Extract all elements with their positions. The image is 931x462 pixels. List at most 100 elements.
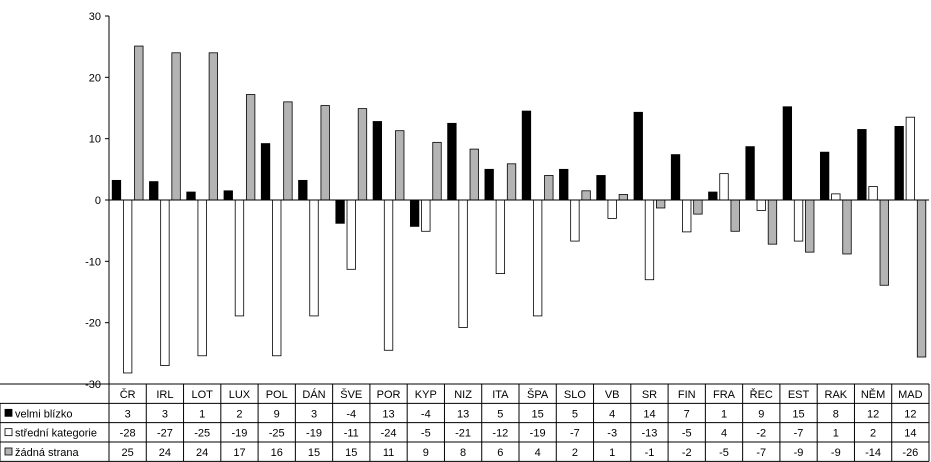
data-label: -4 [421, 408, 431, 420]
data-label: -12 [492, 428, 508, 440]
bar-stredni-kategorie-2 [197, 199, 207, 357]
category-label: ČR [120, 388, 136, 401]
data-label: 13 [382, 408, 394, 420]
data-label: -19 [232, 428, 248, 440]
y-tick-label: -30 [85, 379, 101, 391]
bar-zadna-strana-10 [506, 163, 517, 201]
y-tick-label: 0 [95, 195, 101, 207]
data-label: 15 [792, 408, 804, 420]
data-label: 3 [125, 408, 131, 420]
bar-stredni-kategorie-13 [607, 199, 617, 219]
data-label: -19 [530, 428, 546, 440]
data-label: 24 [196, 447, 208, 459]
bar-velmi-blizko-4 [260, 143, 271, 201]
data-label: -3 [607, 428, 617, 440]
data-label: -21 [455, 428, 471, 440]
bar-stredni-kategorie-19 [831, 193, 841, 201]
bar-zadna-strana-0 [134, 45, 144, 201]
bar-zadna-strana-3 [245, 94, 256, 201]
data-label: 3 [311, 408, 317, 420]
data-label: 7 [684, 408, 690, 420]
category-label: ŘEC [750, 388, 773, 401]
category-label: DÁN [302, 388, 325, 401]
category-label: IRL [156, 389, 173, 401]
category-label: RAK [825, 389, 848, 401]
bar-stredni-kategorie-9 [458, 199, 468, 328]
bar-zadna-strana-16 [730, 199, 740, 232]
bar-velmi-blizko-20 [857, 129, 867, 201]
bar-stredni-kategorie-18 [793, 199, 804, 242]
bar-velmi-blizko-9 [447, 122, 457, 201]
data-label: -7 [570, 428, 580, 440]
data-label: 4 [721, 428, 727, 440]
legend-key [4, 428, 13, 437]
bar-zadna-strana-9 [469, 148, 479, 201]
data-label: -24 [381, 428, 397, 440]
data-label: -5 [719, 447, 729, 459]
bar-stredni-kategorie-5 [309, 199, 319, 317]
category-label: FIN [678, 389, 696, 401]
category-label: VB [605, 389, 620, 401]
data-label: 1 [721, 408, 727, 420]
bar-zadna-strana-11 [544, 175, 554, 201]
data-label: 15 [345, 447, 357, 459]
category-label: NIZ [454, 389, 472, 401]
data-label: 25 [122, 447, 134, 459]
data-label: 1 [199, 408, 205, 420]
y-tick-label: -20 [85, 318, 101, 330]
bar-zadna-strana-17 [767, 199, 778, 245]
bar-zadna-strana-1 [171, 52, 181, 201]
data-label: -11 [344, 428, 359, 440]
bar-zadna-strana-14 [655, 199, 666, 209]
data-label: -27 [157, 428, 173, 440]
category-label: EST [788, 389, 810, 401]
category-label: SLO [564, 389, 586, 401]
bar-velmi-blizko-17 [745, 146, 755, 201]
bar-velmi-blizko-7 [372, 121, 383, 201]
category-label: ŠVE [340, 388, 362, 401]
data-label: 3 [162, 408, 168, 420]
category-label: SR [642, 389, 657, 401]
bar-velmi-blizko-3 [223, 190, 233, 201]
category-label: MAD [898, 389, 923, 401]
data-label: 24 [159, 447, 171, 459]
data-label: -4 [346, 408, 356, 420]
bar-stredni-kategorie-3 [234, 199, 245, 317]
data-label: 5 [497, 408, 503, 420]
data-label: 2 [870, 428, 876, 440]
data-label: -7 [794, 428, 804, 440]
bar-velmi-blizko-8 [409, 199, 420, 227]
data-label: 13 [457, 408, 469, 420]
bar-zadna-strana-19 [842, 199, 852, 255]
bar-stredni-kategorie-6 [346, 199, 356, 270]
data-label: -2 [682, 447, 692, 459]
data-label: 5 [572, 408, 578, 420]
data-label: 4 [535, 447, 541, 459]
category-label: POL [266, 389, 288, 401]
data-label: 15 [532, 408, 544, 420]
category-label: NĚM [861, 388, 885, 401]
bar-velmi-blizko-6 [335, 199, 345, 224]
category-label: ŠPA [527, 388, 549, 401]
data-label: 2 [572, 447, 578, 459]
bar-stredni-kategorie-16 [719, 173, 729, 201]
data-label: -19 [306, 428, 322, 440]
data-label: -13 [642, 428, 658, 440]
bar-stredni-kategorie-7 [383, 199, 394, 351]
bar-velmi-blizko-11 [521, 110, 532, 201]
data-label: -26 [902, 447, 918, 459]
data-label: -9 [794, 447, 804, 459]
category-label: LOT [191, 389, 213, 401]
data-label: -2 [756, 428, 766, 440]
category-label: LUX [229, 389, 251, 401]
legend-key [4, 447, 13, 456]
bar-zadna-strana-8 [432, 141, 442, 201]
bar-velmi-blizko-13 [596, 175, 606, 201]
data-label: 17 [233, 447, 245, 459]
bar-stredni-kategorie-8 [421, 199, 431, 232]
bar-stredni-kategorie-17 [756, 199, 766, 211]
bar-zadna-strana-18 [805, 199, 815, 253]
bar-velmi-blizko-2 [186, 191, 196, 201]
data-label: -14 [865, 447, 881, 459]
data-label: 2 [236, 408, 242, 420]
